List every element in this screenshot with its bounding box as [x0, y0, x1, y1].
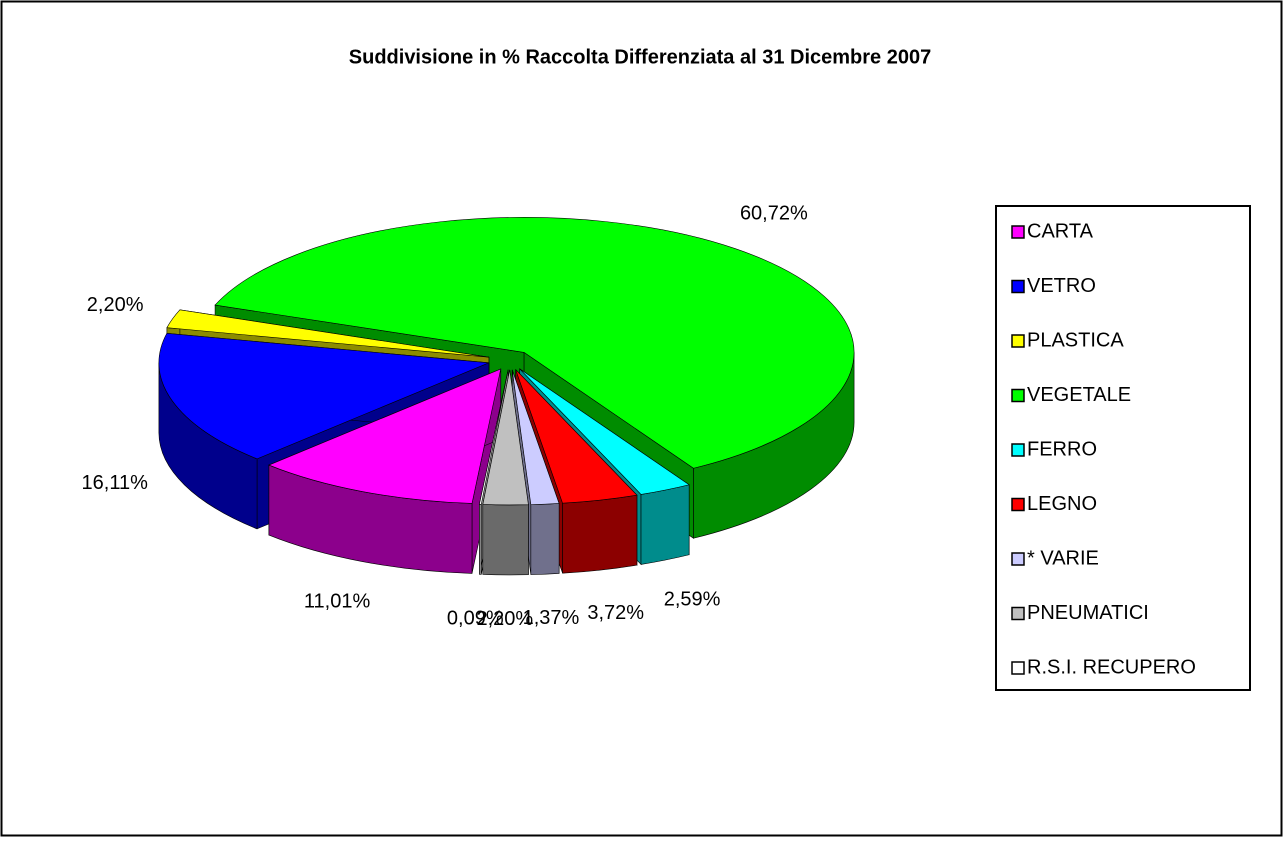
legend-swatch [1011, 334, 1025, 348]
legend-label: PNEUMATICI [1027, 602, 1149, 624]
legend-swatch [1011, 443, 1025, 457]
slice [511, 369, 560, 505]
slice [268, 368, 502, 504]
data-label: 2,59% [664, 589, 721, 611]
legend-label: PLASTICA [1027, 329, 1124, 351]
data-label: 16,11% [82, 472, 149, 494]
slice-side [479, 504, 482, 575]
slice [158, 332, 490, 460]
slice [166, 309, 489, 358]
legend-swatch [1011, 606, 1025, 621]
legend-label: R.S.I. RECUPERO [1027, 656, 1196, 678]
slice [479, 369, 509, 505]
data-label: 60,72% [740, 202, 808, 224]
legend-label: VEGETALE [1027, 384, 1131, 406]
slice [482, 369, 529, 506]
slice [214, 217, 855, 469]
slice [519, 368, 690, 495]
data-label: 11,01% [304, 591, 371, 613]
data-label: 2,20% [476, 608, 533, 630]
legend-swatch [1011, 225, 1025, 239]
slice-side [482, 504, 529, 576]
legend-swatch [1011, 497, 1025, 512]
legend-swatch [1011, 388, 1025, 403]
legend-label: * VARIE [1027, 547, 1099, 569]
slice-side [530, 503, 560, 575]
slice [515, 369, 638, 504]
slice-side [562, 494, 638, 574]
data-label: 2,20% [87, 294, 144, 316]
data-label: 0,09% [447, 608, 504, 630]
data-label: 1,37% [523, 607, 580, 629]
legend-box [995, 205, 1251, 691]
legend-swatch [1011, 279, 1025, 294]
legend-label: LEGNO [1027, 493, 1097, 515]
slice-side [640, 484, 690, 565]
legend-swatch [1011, 661, 1025, 675]
chart-title: Suddivisione in % Raccolta Differenziata… [349, 46, 931, 68]
legend-label: VETRO [1027, 275, 1096, 297]
data-label: 3,72% [587, 602, 644, 624]
legend-swatch [1011, 552, 1025, 566]
legend-label: CARTA [1027, 220, 1094, 242]
legend-label: FERRO [1027, 438, 1097, 460]
